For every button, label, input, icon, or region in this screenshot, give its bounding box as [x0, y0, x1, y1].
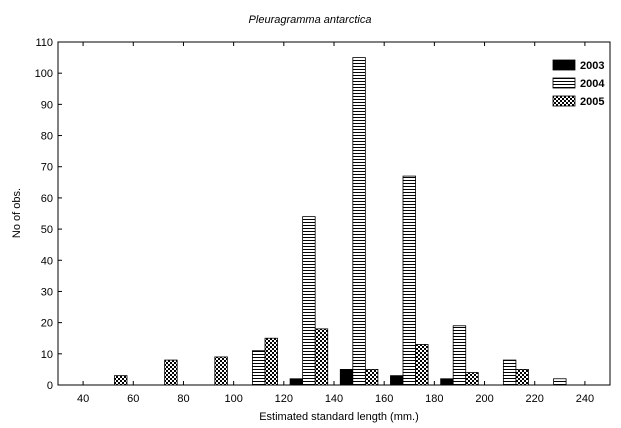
chart-title: Pleuragramma antarctica	[249, 14, 372, 26]
bar-2003-150	[339, 369, 354, 386]
legend-swatch-2005	[552, 95, 576, 107]
bar-2004-230	[553, 378, 567, 386]
bar-2005-110	[264, 337, 278, 386]
bar-2003-190	[440, 378, 454, 386]
bar-2004-170	[402, 175, 416, 386]
legend-swatch-2003	[552, 59, 576, 71]
x-tick-label: 100	[224, 393, 242, 405]
bar-2005-50	[114, 375, 128, 386]
y-tick-label: 40	[41, 255, 53, 267]
x-tick-label: 200	[475, 393, 493, 405]
y-tick-label: 70	[41, 162, 53, 174]
y-axis-title: No of obs.	[11, 188, 23, 238]
x-axis-title: Estimated standard length (mm.)	[259, 411, 419, 423]
y-tick-label: 110	[35, 37, 53, 49]
legend-label-2004: 2004	[580, 78, 605, 90]
x-tick-label: 240	[576, 393, 594, 405]
bar-2005-210	[515, 369, 529, 386]
legend-label-2003: 2003	[580, 60, 604, 72]
x-tick-label: 180	[425, 393, 443, 405]
bar-2005-90	[214, 356, 228, 386]
bar-2004-110	[252, 350, 266, 386]
bar-2004-130	[302, 216, 316, 386]
bar-2004-190	[452, 325, 467, 386]
bar-2005-70	[164, 359, 178, 386]
y-tick-label: 10	[41, 349, 53, 361]
x-tick-label: 80	[177, 393, 189, 405]
bar-2004-150	[352, 57, 366, 386]
bar-2003-130	[289, 378, 304, 386]
bar-2005-170	[415, 344, 429, 386]
x-tick-label: 120	[275, 393, 293, 405]
bar-2005-130	[314, 328, 329, 386]
y-tick-label: 30	[41, 286, 53, 298]
legend: 2003 2004 2005	[552, 59, 605, 108]
y-tick-label: 90	[41, 99, 53, 111]
y-tick-label: 80	[41, 131, 53, 143]
y-tick-label: 60	[41, 193, 53, 205]
x-axis: 40 60 80 100 120 140 160 180 200 220 240	[77, 42, 594, 405]
y-tick-label: 100	[35, 68, 53, 80]
x-tick-label: 160	[375, 393, 393, 405]
x-tick-label: 140	[325, 393, 343, 405]
plot-frame	[57, 41, 611, 386]
x-tick-label: 60	[127, 393, 139, 405]
legend-label-2005: 2005	[580, 96, 604, 108]
x-tick-label: 220	[526, 393, 544, 405]
bar-2004-210	[502, 359, 517, 386]
bar-2005-190	[465, 372, 479, 386]
bar-2005-150	[364, 369, 379, 386]
x-tick-label: 40	[77, 393, 89, 405]
legend-swatch-2004	[552, 77, 576, 89]
y-tick-label: 0	[47, 380, 53, 392]
y-axis: 0 10 20 30 40 50 60 70 80 90 100 110	[35, 37, 62, 392]
bar-2003-170	[390, 375, 404, 386]
bars	[114, 57, 567, 386]
y-tick-label: 50	[41, 224, 53, 236]
y-tick-label: 20	[41, 318, 53, 330]
